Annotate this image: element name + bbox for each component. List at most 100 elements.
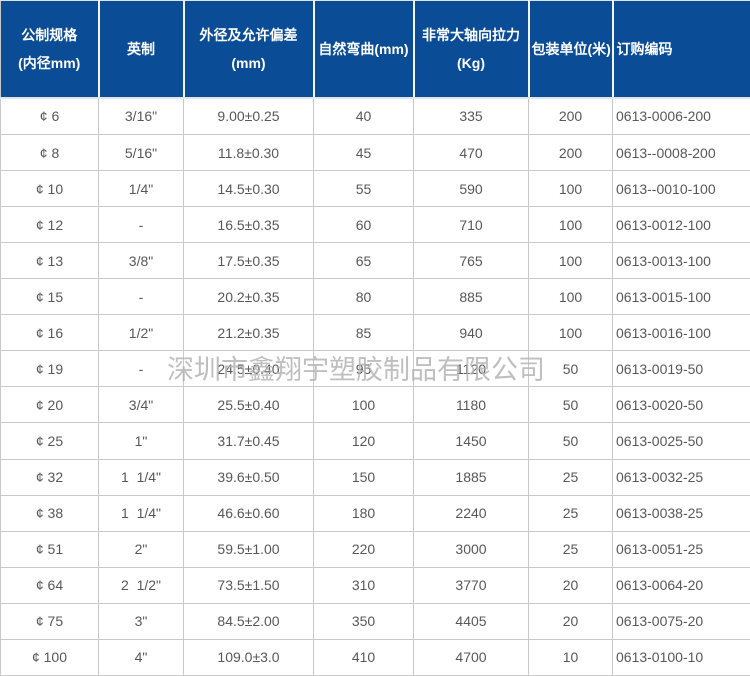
cell-metric-spec: ¢ 10: [0, 170, 99, 208]
column-header-line: 公制规格: [21, 26, 78, 43]
cell-od-tolerance: 84.5±2.00: [183, 602, 314, 640]
table-row: ¢ 20 3/4" 25.5±0.40 100 1180 50 0613-0020-50: [0, 386, 750, 424]
cell-od-tolerance: 20.2±0.35: [183, 278, 314, 316]
cell-packing-unit: 50: [528, 386, 613, 424]
cell-packing-unit: 10: [528, 638, 613, 676]
table-row: ¢ 16 1/2" 21.2±0.35 85 940 100 0613-0016-100: [0, 314, 750, 352]
cell-max-axial-pull: 885: [413, 278, 529, 316]
cell-max-axial-pull: 1180: [413, 386, 529, 424]
cell-packing-unit: 200: [528, 134, 613, 172]
cell-imperial: 4": [98, 638, 184, 676]
cell-natural-bend: 310: [313, 566, 414, 604]
cell-packing-unit: 100: [528, 314, 613, 352]
cell-order-code: 0613-0013-100: [612, 242, 750, 280]
cell-order-code: 0613-0051-25: [612, 530, 750, 568]
cell-metric-spec: ¢ 16: [0, 314, 99, 352]
cell-natural-bend: 65: [313, 242, 414, 280]
cell-order-code: 0613-0075-20: [612, 602, 750, 640]
spec-table-header: 公制规格 (内径mm) 英制 外径及允许偏差 (mm) 自然弯曲(mm) 非常大轴向拉力 (K…: [0, 0, 750, 99]
cell-natural-bend: 180: [313, 494, 414, 532]
cell-metric-spec: ¢ 6: [0, 96, 99, 136]
column-header-od-tolerance: 外径及允许偏差 (mm): [183, 0, 315, 99]
cell-max-axial-pull: 4700: [413, 638, 529, 676]
cell-imperial: 1 1/4": [98, 494, 184, 532]
column-header-line: 外径及允许偏差: [199, 26, 298, 43]
cell-order-code: 0613-0025-50: [612, 422, 750, 460]
cell-max-axial-pull: 940: [413, 314, 529, 352]
table-row: ¢ 8 5/16" 11.8±0.30 45 470 200 0613--0008-200: [0, 134, 750, 172]
cell-order-code: 0613-0015-100: [612, 278, 750, 316]
cell-metric-spec: ¢ 100: [0, 638, 99, 676]
cell-od-tolerance: 31.7±0.45: [183, 422, 314, 460]
cell-order-code: 0613-0038-25: [612, 494, 750, 532]
cell-od-tolerance: 16.5±0.35: [183, 206, 314, 244]
cell-natural-bend: 80: [313, 278, 414, 316]
cell-max-axial-pull: 710: [413, 206, 529, 244]
column-header-max-axial-pull: 非常大轴向拉力 (Kg): [413, 0, 530, 99]
cell-imperial: -: [98, 206, 184, 244]
cell-metric-spec: ¢ 32: [0, 458, 99, 496]
cell-imperial: -: [98, 278, 184, 316]
cell-metric-spec: ¢ 25: [0, 422, 99, 460]
cell-order-code: 0613-0100-10: [612, 638, 750, 676]
table-row: ¢ 100 4" 109.0±3.0 410 4700 10 0613-0100-10: [0, 638, 750, 676]
cell-max-axial-pull: 4405: [413, 602, 529, 640]
cell-max-axial-pull: 590: [413, 170, 529, 208]
cell-imperial: 3/8": [98, 242, 184, 280]
column-header-line: 订购编码: [616, 40, 673, 57]
cell-max-axial-pull: 1120: [413, 350, 529, 388]
cell-max-axial-pull: 765: [413, 242, 529, 280]
cell-packing-unit: 100: [528, 242, 613, 280]
cell-order-code: 0613--0010-100: [612, 170, 750, 208]
cell-packing-unit: 50: [528, 422, 613, 460]
cell-metric-spec: ¢ 13: [0, 242, 99, 280]
cell-natural-bend: 100: [313, 386, 414, 424]
column-header-packing-unit: 包装单位(米): [528, 0, 614, 99]
column-header-line: 自然弯曲(mm): [318, 40, 409, 57]
cell-imperial: 1": [98, 422, 184, 460]
column-header-imperial: 英制: [98, 0, 185, 99]
cell-order-code: 0613-0064-20: [612, 566, 750, 604]
cell-natural-bend: 85: [313, 314, 414, 352]
cell-metric-spec: ¢ 75: [0, 602, 99, 640]
column-header-line: (mm): [231, 54, 266, 71]
table-row: ¢ 12-16.5±0.35 60 710 100 0613-0012-100: [0, 206, 750, 244]
header-row: 公制规格 (内径mm) 英制 外径及允许偏差 (mm) 自然弯曲(mm) 非常大轴向拉力 (K…: [0, 0, 750, 99]
spec-table-body: ¢ 6 3/16" 9.00±0.25 40 335 200 0613-0006-200 ¢ …: [0, 96, 750, 676]
cell-metric-spec: ¢ 64: [0, 566, 99, 604]
cell-od-tolerance: 109.0±3.0: [183, 638, 314, 676]
cell-natural-bend: 120: [313, 422, 414, 460]
table-row: ¢ 32 1 1/4" 39.6±0.50 150 1885 25 0613-0032-25: [0, 458, 750, 496]
column-header-line: 英制: [127, 40, 155, 57]
cell-od-tolerance: 11.8±0.30: [183, 134, 314, 172]
cell-od-tolerance: 24.5±0.40: [183, 350, 314, 388]
cell-max-axial-pull: 3000: [413, 530, 529, 568]
table-row: ¢ 51 2" 59.5±1.00 220 3000 25 0613-0051-25: [0, 530, 750, 568]
cell-imperial: 5/16": [98, 134, 184, 172]
cell-natural-bend: 40: [313, 96, 414, 136]
cell-metric-spec: ¢ 19: [0, 350, 99, 388]
cell-packing-unit: 25: [528, 530, 613, 568]
cell-metric-spec: ¢ 51: [0, 530, 99, 568]
table-row: ¢ 19-24.5±0.40 95 1120 50 0613-0019-50: [0, 350, 750, 388]
cell-order-code: 0613-0016-100: [612, 314, 750, 352]
column-header-order-code: 订购编码: [612, 0, 750, 99]
cell-max-axial-pull: 470: [413, 134, 529, 172]
table-row: ¢ 75 3" 84.5±2.00 350 4405 20 0613-0075-20: [0, 602, 750, 640]
cell-order-code: 0613-0032-25: [612, 458, 750, 496]
cell-od-tolerance: 39.6±0.50: [183, 458, 314, 496]
column-header-line: 包装单位(米): [531, 40, 611, 57]
cell-imperial: 1 1/4": [98, 458, 184, 496]
cell-packing-unit: 100: [528, 170, 613, 208]
cell-packing-unit: 25: [528, 494, 613, 532]
cell-natural-bend: 55: [313, 170, 414, 208]
cell-od-tolerance: 46.6±0.60: [183, 494, 314, 532]
cell-od-tolerance: 17.5±0.35: [183, 242, 314, 280]
table-row: ¢ 10 1/4" 14.5±0.30 55 590 100 0613--0010-100: [0, 170, 750, 208]
column-header-line: (内径mm): [18, 54, 81, 71]
cell-imperial: 2 1/2": [98, 566, 184, 604]
cell-imperial: 2": [98, 530, 184, 568]
cell-max-axial-pull: 335: [413, 96, 529, 136]
